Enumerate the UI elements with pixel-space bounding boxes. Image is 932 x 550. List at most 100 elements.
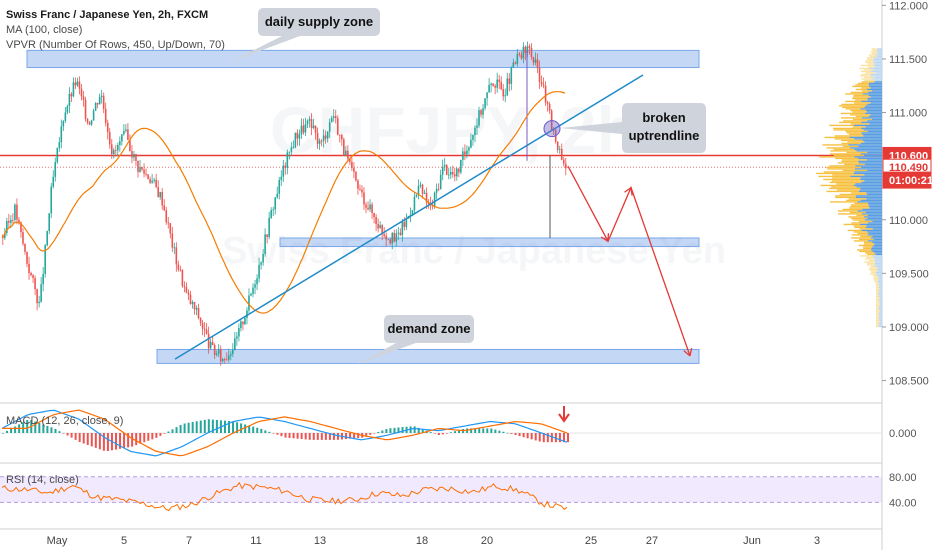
vpvr-row-up (865, 61, 875, 64)
vpvr-row-down (875, 265, 882, 268)
candle-body (423, 192, 426, 194)
vpvr-row-down (867, 240, 882, 242)
candle-body (66, 105, 69, 113)
candle-body (219, 349, 222, 362)
vpvr-row-down (865, 105, 882, 107)
vpvr-row-up (864, 76, 875, 79)
vpvr-row-down (874, 64, 882, 67)
rsi-band (0, 476, 882, 503)
candle-body (143, 169, 145, 174)
macd-histogram-bar (300, 433, 303, 440)
candle-body (185, 286, 188, 293)
trendline-callout-pointer (560, 122, 622, 134)
macd-histogram-bar (280, 433, 283, 437)
vpvr-row-down (867, 222, 882, 224)
macd-histogram-bar (163, 433, 166, 434)
vpvr-row-up (852, 111, 868, 113)
candle-body (506, 78, 509, 96)
vpvr-row-down (878, 309, 882, 311)
vpvr-row-up (870, 51, 877, 53)
vpvr-row-up (833, 154, 865, 157)
vpvr-row-up (829, 124, 854, 127)
candle-body (193, 301, 196, 310)
vpvr-row-down (861, 117, 882, 119)
vpvr-row-down (870, 114, 882, 116)
macd-histogram-bar (38, 423, 41, 433)
candle-body (393, 232, 396, 242)
vpvr-row-down (862, 93, 882, 95)
candle-body (191, 301, 194, 304)
candle-body (117, 144, 119, 151)
vpvr-row-up (869, 55, 878, 58)
macd-histogram-bar (223, 420, 226, 433)
macd-histogram-bar (490, 428, 493, 433)
trendline-callout: broken uptrendline (622, 103, 706, 153)
vpvr-row-up (830, 153, 861, 155)
vpvr-row-down (855, 195, 882, 197)
vpvr-row-down (878, 312, 882, 314)
candle-body (121, 134, 123, 142)
vpvr-row-down (862, 139, 882, 142)
vpvr-row-down (870, 249, 882, 251)
macd-histogram-bar (102, 433, 105, 451)
vpvr-row-up (860, 235, 873, 238)
candle-body (141, 167, 143, 170)
candle-body (351, 161, 353, 169)
candle-body (468, 147, 470, 151)
vpvr-row-down (869, 123, 882, 125)
vpvr-row-down (872, 60, 882, 62)
macd-histogram-bar (482, 428, 485, 433)
candle-body (4, 232, 6, 239)
candle-body (240, 321, 242, 329)
vpvr-row-down (858, 162, 882, 164)
candle-body (236, 336, 238, 339)
macd-histogram-bar (324, 433, 327, 440)
macd-histogram-bar (526, 433, 529, 439)
candle-body (496, 79, 498, 88)
macd-histogram-bar (296, 433, 299, 439)
macd-histogram-bar (433, 433, 436, 434)
vpvr-row-down (879, 285, 882, 287)
candle-body (272, 209, 274, 211)
projection-arrowhead (683, 347, 693, 357)
vpvr-row-down (867, 217, 882, 220)
vpvr-row-up (867, 262, 875, 265)
candle-body (550, 110, 553, 130)
macd-histogram-bar (74, 433, 77, 440)
vpvr-row-up (853, 102, 871, 104)
vpvr-row-up (861, 87, 871, 89)
legend: Swiss Franc / Japanese Yen, 2h, FXCM MA … (6, 8, 225, 53)
vpvr-row-up (876, 289, 879, 292)
time-axis-label: 5 (121, 535, 127, 547)
macd-histogram-bar (42, 424, 45, 433)
vpvr-row-down (879, 297, 882, 299)
vpvr-row-up (876, 321, 880, 323)
candle-body (371, 204, 373, 214)
vpvr-row-down (876, 49, 882, 52)
vpvr-row-down (850, 175, 882, 178)
candle-body (389, 239, 392, 244)
vpvr-row-down (879, 288, 882, 290)
macd-histogram-bar (381, 430, 384, 433)
vpvr-row-up (824, 136, 850, 139)
vpvr-row-down (866, 211, 882, 214)
candle-body (383, 234, 385, 236)
vpvr-row-down (870, 75, 882, 77)
candle-body (165, 210, 168, 223)
projection-arrowhead (624, 187, 633, 196)
macd-histogram-bar (345, 433, 348, 440)
macd-histogram-bar (236, 422, 239, 433)
candle-body (112, 150, 115, 155)
vpvr-row-down (863, 216, 882, 218)
candle-body (343, 139, 345, 155)
vpvr-row-down (878, 279, 882, 281)
vpvr-row-down (877, 274, 882, 277)
candle-body (296, 132, 299, 139)
candle-body (92, 110, 95, 121)
vpvr-row-down (868, 115, 882, 118)
macd-histogram-bar (66, 433, 69, 436)
vpvr-row-up (828, 187, 861, 190)
vpvr-row-up (853, 225, 867, 227)
vpvr-row-up (859, 228, 873, 230)
